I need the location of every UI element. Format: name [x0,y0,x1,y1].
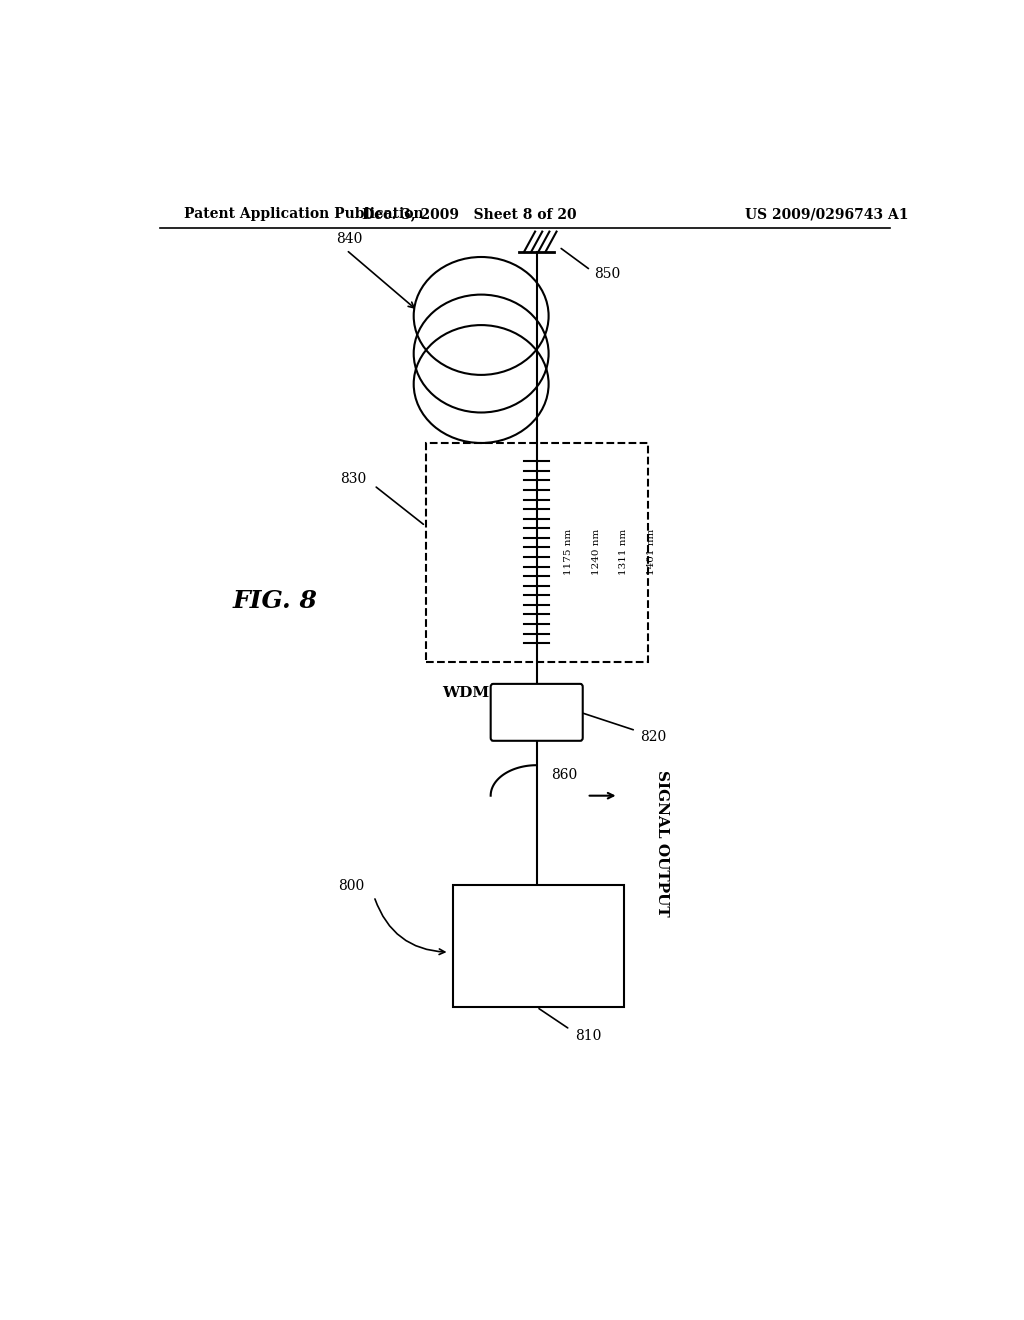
Text: 800: 800 [338,879,365,894]
Text: SIGNAL OUTPUT: SIGNAL OUTPUT [655,771,669,917]
Bar [426,444,648,661]
Text: 1240 nm: 1240 nm [592,529,601,576]
Text: WDM: WDM [441,686,489,700]
Text: Patent Application Publication: Patent Application Publication [183,207,423,222]
Text: 1175 nm: 1175 nm [564,529,573,576]
Text: 1060nm: 1060nm [504,960,573,974]
Text: Dec. 3, 2009   Sheet 8 of 20: Dec. 3, 2009 Sheet 8 of 20 [361,207,577,222]
Text: 850: 850 [594,267,621,281]
Text: FIG. 8: FIG. 8 [232,589,317,612]
Text: 840: 840 [336,232,362,246]
Bar [454,886,624,1007]
Text: US 2009/0296743 A1: US 2009/0296743 A1 [744,207,908,222]
Text: 860: 860 [551,768,578,783]
FancyBboxPatch shape [490,684,583,741]
Text: PUMP LASER: PUMP LASER [480,923,597,937]
Text: 1401 nm: 1401 nm [647,529,656,576]
Text: 1311 nm: 1311 nm [620,529,629,576]
Text: 830: 830 [340,473,367,486]
Text: 810: 810 [574,1028,601,1043]
Text: 820: 820 [640,730,667,743]
